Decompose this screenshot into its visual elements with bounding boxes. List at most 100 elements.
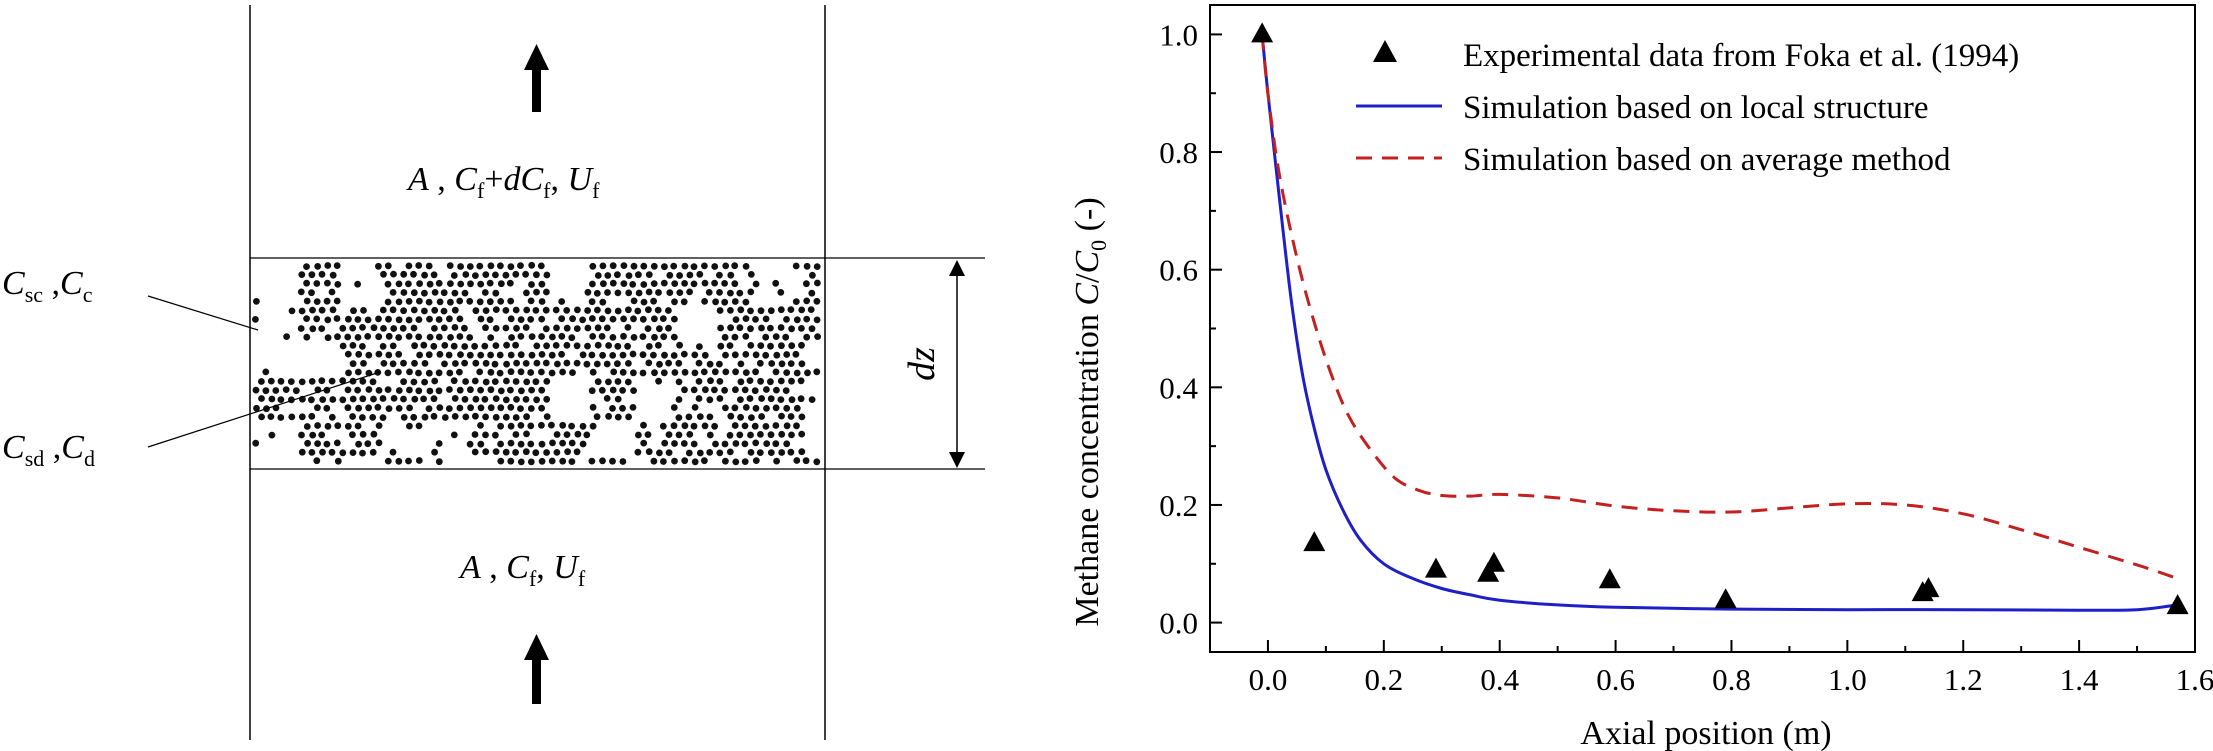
particle [732, 368, 739, 376]
particle [395, 405, 403, 412]
particle [503, 360, 510, 368]
particle [670, 352, 678, 359]
particle [711, 422, 718, 430]
particle [314, 440, 321, 447]
particle [645, 288, 653, 296]
particle [711, 263, 719, 270]
particle [461, 343, 469, 350]
particle [324, 316, 332, 324]
particle [737, 413, 744, 421]
series-line-average-method [1260, 34, 2179, 580]
particle [788, 325, 795, 333]
particle [298, 307, 306, 315]
y-tick-label: 0.8 [1159, 135, 1198, 170]
particle [364, 333, 372, 340]
particle [559, 421, 567, 429]
particle [314, 263, 322, 270]
particle [262, 368, 270, 376]
particle [379, 343, 387, 350]
particle [813, 368, 821, 376]
particle [304, 439, 311, 447]
particle [482, 324, 489, 332]
particle [339, 377, 347, 384]
particle [522, 360, 530, 367]
particle [370, 430, 378, 438]
particle [365, 386, 373, 393]
particle [410, 306, 418, 314]
particle [732, 316, 740, 323]
particle [655, 289, 662, 296]
particle [600, 280, 607, 288]
particle [471, 448, 479, 456]
particle [732, 458, 740, 466]
particle [435, 458, 443, 466]
legend-triangle-icon [1373, 40, 1397, 62]
particle [365, 404, 372, 412]
particle [445, 405, 453, 412]
particle [467, 386, 474, 394]
particle [328, 448, 336, 456]
particle [629, 281, 637, 288]
particle [492, 342, 500, 349]
particle [538, 280, 546, 288]
particle [355, 440, 362, 448]
particle [451, 324, 459, 331]
particle [614, 271, 621, 279]
particle [624, 342, 631, 350]
particle [477, 315, 485, 323]
particle [537, 262, 545, 270]
particle [385, 332, 393, 340]
particle [634, 307, 642, 315]
particle [410, 378, 418, 386]
particle [695, 378, 703, 385]
particle [318, 377, 326, 385]
particle [727, 412, 735, 420]
particle [721, 298, 729, 306]
particle [384, 298, 392, 306]
particle [758, 324, 765, 332]
particle [701, 457, 708, 465]
legend-label-average: Simulation based on average method [1463, 142, 1951, 178]
particle [752, 368, 759, 376]
particle [772, 404, 780, 412]
y-tick-label: 0.2 [1159, 488, 1198, 523]
particle [655, 377, 662, 385]
particle [482, 413, 489, 421]
particle [589, 333, 597, 340]
particle [798, 325, 805, 332]
particle [603, 360, 611, 368]
particle [431, 306, 439, 314]
particle [329, 306, 337, 314]
particle [711, 368, 719, 376]
particle [532, 449, 540, 457]
particle [767, 342, 774, 350]
particle [630, 262, 638, 270]
particle [385, 315, 392, 323]
particle [334, 281, 342, 288]
particle [559, 368, 566, 376]
particle [756, 359, 764, 367]
particle [472, 395, 480, 403]
particle [542, 306, 550, 314]
particle [528, 386, 535, 394]
particle [441, 414, 449, 421]
particle [314, 422, 321, 429]
particle [456, 333, 464, 340]
particle [772, 440, 780, 448]
particle [456, 386, 464, 394]
particle [344, 386, 352, 394]
particle [564, 448, 571, 456]
particle [655, 341, 662, 349]
particle [680, 350, 688, 358]
particle [375, 422, 383, 429]
particle [783, 351, 791, 358]
particle [258, 413, 265, 421]
particle [323, 297, 331, 305]
particle [411, 395, 419, 403]
particle [706, 360, 714, 368]
particle [334, 457, 342, 465]
particle [630, 387, 637, 394]
particle [625, 413, 632, 421]
particle [599, 298, 607, 306]
particle [589, 262, 597, 270]
